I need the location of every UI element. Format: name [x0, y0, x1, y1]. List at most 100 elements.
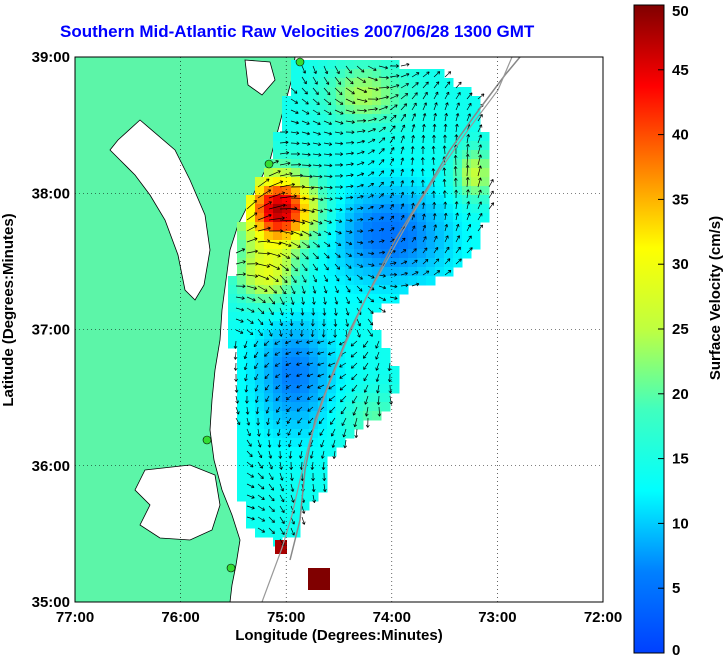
velocity-arrow	[323, 263, 329, 271]
velocity-arrow	[477, 212, 483, 221]
velocity-arrow	[400, 72, 410, 78]
velocity-arrow	[356, 150, 365, 155]
velocity-arrow	[378, 204, 384, 210]
velocity-arrow	[356, 118, 367, 123]
velocity-arrow	[312, 174, 323, 179]
velocity-cell	[444, 204, 454, 214]
velocity-arrow	[311, 483, 316, 493]
velocity-cell	[291, 321, 301, 331]
velocity-arrow	[339, 384, 347, 391]
velocity-cell	[300, 357, 310, 367]
velocity-cell	[300, 348, 310, 358]
velocity-cell	[372, 204, 382, 214]
velocity-arrow	[378, 307, 386, 313]
velocity-cell	[309, 447, 319, 457]
velocity-cell	[264, 321, 274, 331]
velocity-cell	[246, 402, 256, 412]
velocity-cell	[462, 240, 472, 250]
velocity-arrow	[279, 230, 294, 236]
velocity-cell	[399, 177, 409, 187]
velocity-cell	[237, 231, 247, 241]
velocity-cell	[363, 96, 373, 106]
x-axis-label: Longitude (Degrees:Minutes)	[235, 627, 443, 644]
velocity-cell	[228, 312, 238, 322]
velocity-cell	[354, 195, 364, 205]
velocity-cell	[363, 60, 373, 70]
velocity-cell	[336, 276, 346, 286]
velocity-cell	[426, 267, 436, 277]
velocity-cell	[327, 60, 337, 70]
velocity-cell	[435, 96, 445, 106]
velocity-cell	[255, 240, 265, 250]
velocity-cell	[336, 438, 346, 448]
velocity-cell	[273, 330, 283, 340]
velocity-arrow	[235, 395, 239, 404]
velocity-cell	[381, 402, 391, 412]
velocity-cell	[462, 249, 472, 259]
velocity-cell	[417, 258, 427, 268]
velocity-arrow	[454, 189, 458, 199]
velocity-cell	[372, 222, 382, 232]
velocity-cell	[345, 114, 355, 124]
velocity-arrow	[378, 296, 387, 301]
velocity-arrow	[343, 439, 348, 449]
velocity-cell	[408, 141, 418, 151]
velocity-arrow	[301, 285, 306, 294]
velocity-cell	[282, 492, 292, 502]
velocity-cell	[453, 141, 463, 151]
velocity-arrow	[350, 340, 358, 347]
velocity-cell	[318, 402, 328, 412]
velocity-arrow	[290, 252, 300, 260]
velocity-arrow	[334, 120, 344, 125]
velocity-cell	[264, 177, 274, 187]
velocity-arrow	[367, 205, 374, 210]
velocity-arrow	[275, 373, 281, 378]
velocity-cell	[435, 114, 445, 124]
velocity-cell	[309, 339, 319, 349]
velocity-arrow	[378, 250, 386, 255]
velocity-arrow	[289, 318, 294, 327]
velocity-arrow	[323, 120, 332, 126]
velocity-arrow	[334, 230, 342, 235]
velocity-cell	[273, 213, 283, 223]
velocity-arrow	[356, 76, 366, 83]
velocity-arrow	[339, 362, 347, 368]
velocity-cell	[444, 150, 454, 160]
velocity-arrow	[290, 274, 297, 284]
velocity-cell	[327, 375, 337, 385]
velocity-cell	[300, 159, 310, 169]
velocity-arrow	[432, 123, 437, 133]
velocity-arrow	[351, 373, 358, 381]
velocity-cell	[354, 87, 364, 97]
velocity-arrow	[327, 362, 336, 367]
velocity-cell	[390, 231, 400, 241]
velocity-cell	[345, 132, 355, 142]
velocity-cell	[264, 240, 274, 250]
velocity-cell	[381, 213, 391, 223]
velocity-cell	[480, 204, 490, 214]
velocity-cell	[318, 249, 328, 259]
velocity-arrow	[233, 351, 238, 360]
velocity-arrow	[345, 151, 354, 156]
velocity-cell	[318, 429, 328, 439]
velocity-cell	[381, 150, 391, 160]
velocity-cell	[264, 528, 274, 538]
velocity-arrow	[411, 135, 415, 144]
velocity-cell	[273, 420, 283, 430]
velocity-arrow	[422, 270, 430, 276]
velocity-cell	[390, 141, 400, 151]
velocity-arrow	[389, 227, 395, 232]
velocity-cell	[345, 105, 355, 115]
velocity-arrow	[466, 113, 471, 122]
velocity-cell	[291, 366, 301, 376]
velocity-arrow	[253, 351, 259, 359]
velocity-arrow	[400, 103, 408, 111]
velocity-cell	[444, 186, 454, 196]
velocity-arrow	[312, 98, 320, 105]
velocity-cell	[309, 276, 319, 286]
velocity-cell	[300, 87, 310, 97]
velocity-cell	[309, 204, 319, 214]
velocity-arrow	[376, 395, 381, 405]
velocity-arrow	[301, 252, 309, 260]
velocity-cell	[336, 177, 346, 187]
